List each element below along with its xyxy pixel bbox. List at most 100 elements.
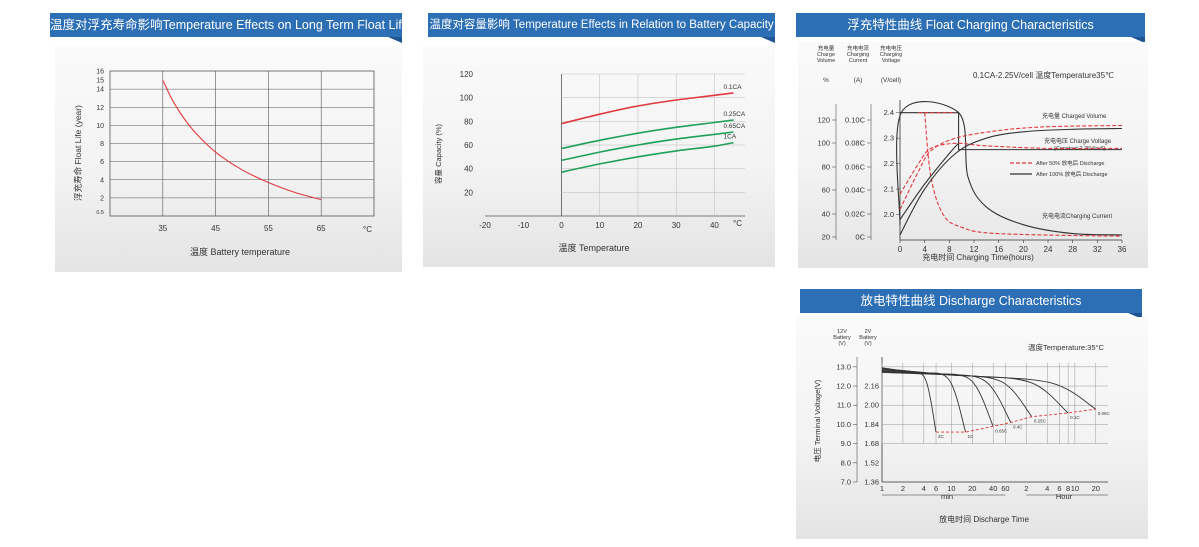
float-life-card: 浮充寿命 Float Life (year) 温度 Battery temper…: [55, 46, 402, 272]
volume-tick-label: 20: [822, 233, 830, 242]
current-tick-label: 0.10C: [845, 116, 866, 125]
y-tick-2v: 1.36: [864, 478, 879, 487]
capacity-title: 温度对容量影响 Temperature Effects in Relation …: [429, 19, 774, 31]
y-tick-12v: 13.0: [836, 362, 851, 371]
series-label: 1CA: [724, 134, 737, 141]
axis-header-line: 充电电流: [847, 44, 870, 52]
x-tick-min: 40: [989, 484, 997, 493]
volume-tick-label: 60: [822, 186, 830, 195]
discharge-curve-0.05C: [881, 371, 1097, 410]
y-tick-label: 16: [96, 69, 104, 76]
x-axis-label: 温度 Battery temperature: [190, 246, 290, 257]
x-axis-label: 温度 Temperature: [558, 242, 629, 253]
y-tick-2v: 2.00: [864, 401, 879, 410]
x-tick-label: -20: [479, 221, 491, 230]
y-tick-label: 2: [100, 195, 104, 202]
capacity-curve-0.25CA: [561, 119, 734, 150]
y-tick-label: 6: [100, 159, 104, 166]
legend-after-50: After 50% 放电后 Discharge: [1036, 159, 1104, 167]
y-tick-12v: 10.0: [836, 420, 851, 429]
y-tick-label: 8: [100, 141, 104, 148]
y-tick-label: 10: [96, 123, 104, 130]
current-tick-label: 0.02C: [845, 210, 866, 219]
current-tick-label: 0.06C: [845, 163, 866, 172]
capacity-banner: 温度对容量影响 Temperature Effects in Relation …: [428, 13, 775, 43]
volume-tick-label: 80: [822, 163, 830, 172]
series-label: 0.25CA: [724, 111, 746, 118]
series-label: 1C: [968, 434, 975, 439]
volume-curve-50: [899, 124, 1123, 210]
discharge-curve-2C: [881, 367, 937, 433]
volume-tick-label: 40: [822, 210, 830, 219]
float-charging-banner: 浮充特性曲线 Float Charging Characteristics: [796, 13, 1145, 43]
float-charging-title: 浮充特性曲线 Float Charging Characteristics: [847, 18, 1094, 32]
y-tick-label: 14: [96, 87, 104, 94]
capacity-curve-0.1CA: [561, 92, 734, 125]
x-tick-min: 1: [880, 484, 884, 493]
float-life-chart: 浮充寿命 Float Life (year) 温度 Battery temper…: [73, 69, 375, 257]
x-tick-min: 60: [1001, 484, 1009, 493]
axis-header-line: Charge: [817, 52, 835, 58]
volume-curve-100: [899, 127, 1123, 236]
x-tick-label: 0: [898, 245, 903, 254]
x-unit-hour: Hour: [1056, 492, 1073, 501]
float-charging-chart: 0.1CA-2.25V/cell 温度Temperature35℃ 充电时间 C…: [817, 44, 1127, 262]
x-tick-label: 20: [633, 221, 642, 230]
series-label: 0.05C: [1098, 411, 1111, 416]
capacity-card: 容量 Capacity (%) 温度 Temperature °C 20 40 60…: [423, 46, 775, 267]
voltage-tick-label: 2.0: [884, 210, 894, 219]
axis-header-unit: (A): [854, 77, 863, 84]
x-unit: °C: [363, 225, 372, 234]
voltage-tick-label: 2.1: [884, 185, 894, 194]
x-unit-min: min: [941, 492, 953, 501]
float-life-banner: 温度对浮充寿命影响Temperature Effects on Long Ter…: [50, 13, 409, 43]
x-tick-label: 32: [1093, 245, 1102, 254]
y-tick-12v: 8.0: [841, 458, 851, 467]
x-tick-min: 4: [922, 484, 926, 493]
axis-header-line: Current: [849, 58, 868, 64]
axis-header-line: Voltage: [882, 58, 900, 64]
y-tick-label: 40: [464, 165, 473, 174]
float-life-curve: [162, 79, 322, 201]
discharge-chart: 温度Temperature:35°C 电压 Terminal Voltage(V…: [812, 329, 1111, 524]
x-tick-label: 30: [672, 221, 681, 230]
axis-header-unit: (V/cell): [881, 77, 901, 84]
y-tick-label: 100: [460, 94, 474, 103]
x-tick-hour: 20: [1092, 484, 1100, 493]
y-tick-2v: 2.16: [864, 382, 879, 391]
condition-label: 温度Temperature:35°C: [1028, 342, 1105, 352]
x-tick-label: 28: [1068, 245, 1077, 254]
axis-header-line: Battery: [859, 335, 877, 341]
y-axis-label: 容量 Capacity (%): [433, 123, 443, 184]
x-tick-label: 36: [1118, 245, 1127, 254]
current-tick-label: 0.04C: [845, 186, 866, 195]
x-tick-label: -10: [517, 221, 529, 230]
x-tick-label: 24: [1044, 245, 1053, 254]
axis-header-line: (V): [864, 341, 872, 347]
discharge-panel: 放电特性曲线 Discharge Characteristics 温度Tempe…: [796, 289, 1148, 539]
y-tick-label: 12: [96, 105, 104, 112]
volume-tick-label: 120: [817, 116, 830, 125]
capacity-panel: 温度对容量影响 Temperature Effects in Relation …: [423, 13, 775, 267]
discharge-curve-0.1C: [881, 371, 1069, 414]
y-tick-label: 120: [460, 70, 474, 79]
x-tick-hour: 10: [1071, 484, 1079, 493]
x-tick-label: 0: [559, 221, 564, 230]
x-tick-min: 10: [947, 484, 955, 493]
current-tick-label: 0C: [855, 233, 865, 242]
current-curve-100: [896, 101, 1123, 236]
legend-after-100: After 100% 放电后 Discharge: [1036, 170, 1108, 178]
y-tick-2v: 1.68: [864, 439, 879, 448]
axis-header-line: 充电电压: [880, 44, 903, 52]
annotation-charge-voltage: 充电电压 Charge Voltage: [1044, 137, 1112, 145]
y-tick-2v: 1.52: [864, 458, 879, 467]
axis-header-line: Charging: [880, 52, 902, 58]
x-unit: °C: [733, 219, 742, 228]
axis-header-line: Volume: [817, 58, 835, 64]
cutoff-voltage-line: [936, 408, 1096, 433]
voltage-rise-50: [899, 142, 1123, 195]
x-tick-min: 6: [934, 484, 938, 493]
y-axis-label: 浮充寿命 Float Life (year): [73, 105, 83, 201]
x-tick-label: 45: [211, 224, 220, 233]
discharge-card: 温度Temperature:35°C 电压 Terminal Voltage(V…: [796, 317, 1148, 539]
